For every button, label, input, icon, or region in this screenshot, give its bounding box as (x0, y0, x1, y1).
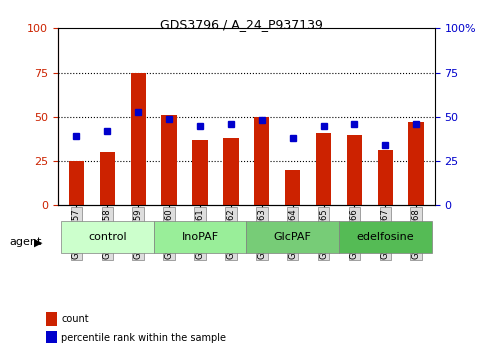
Bar (347, 135, 362, 205)
FancyBboxPatch shape (61, 221, 154, 253)
Bar (46, 331, 57, 346)
Text: GSM520259: GSM520259 (134, 208, 143, 259)
Text: ▶: ▶ (34, 238, 43, 247)
Text: GSM520266: GSM520266 (350, 208, 359, 259)
Text: control: control (88, 232, 127, 242)
Text: GSM520257: GSM520257 (72, 208, 81, 259)
FancyBboxPatch shape (154, 221, 246, 253)
Bar (223, 138, 239, 205)
Text: percentile rank within the sample: percentile rank within the sample (61, 333, 226, 343)
Text: GSM520268: GSM520268 (412, 208, 421, 259)
Bar (130, 73, 146, 205)
Text: GlcPAF: GlcPAF (274, 232, 312, 242)
Text: GSM520264: GSM520264 (288, 208, 297, 259)
Text: edelfosine: edelfosine (356, 232, 414, 242)
Bar (192, 140, 208, 205)
Bar (99, 152, 115, 205)
Text: GSM520262: GSM520262 (227, 208, 235, 259)
FancyBboxPatch shape (246, 221, 339, 253)
Bar (46, 312, 57, 326)
Bar (69, 161, 84, 205)
Text: GSM520263: GSM520263 (257, 208, 266, 259)
Text: GSM520261: GSM520261 (196, 208, 204, 259)
Bar (285, 170, 300, 205)
Text: count: count (61, 314, 89, 324)
Text: GSM520258: GSM520258 (103, 208, 112, 259)
FancyBboxPatch shape (339, 221, 432, 253)
Text: agent: agent (10, 238, 42, 247)
Bar (161, 115, 177, 205)
Bar (316, 133, 331, 205)
Text: GDS3796 / A_24_P937139: GDS3796 / A_24_P937139 (160, 18, 323, 31)
Text: GSM520265: GSM520265 (319, 208, 328, 259)
Text: InoPAF: InoPAF (182, 232, 219, 242)
Bar (254, 117, 270, 205)
Bar (378, 150, 393, 205)
Text: GSM520267: GSM520267 (381, 208, 390, 259)
Text: GSM520260: GSM520260 (165, 208, 173, 259)
Bar (409, 122, 424, 205)
